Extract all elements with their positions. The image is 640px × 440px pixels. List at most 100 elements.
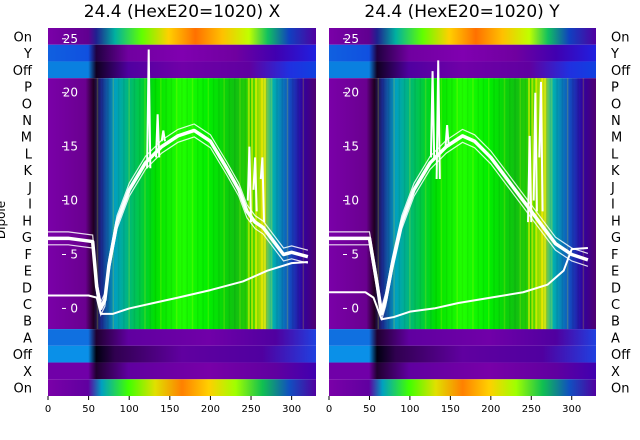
heatmap-stripe [514, 78, 516, 330]
row-label: Off [611, 348, 631, 363]
row-label: O [611, 97, 621, 112]
row-label: M [611, 131, 622, 146]
heatmap-stripe [186, 78, 188, 330]
row-label: X [611, 365, 620, 380]
heatmap-stripe [482, 78, 485, 330]
y-axis-label: Dipole [0, 201, 8, 239]
x-tick-label: 300 [282, 404, 301, 415]
x-tick-label: 0 [326, 404, 332, 415]
overlay-y-tick-label: 25 [344, 32, 359, 46]
heatmap-stripe [388, 78, 390, 330]
heatmap-stripe [582, 78, 585, 330]
heatmap-stripe [218, 78, 220, 330]
overlay-spike [538, 81, 544, 212]
heatmap-stripe [456, 78, 458, 330]
heatmap-stripe [377, 78, 380, 330]
overlay-spike [246, 146, 253, 223]
row-label: F [611, 248, 618, 263]
heatmap-stripe [228, 78, 231, 330]
heatmap-stripe [154, 78, 157, 330]
heatmap-stripe [223, 78, 225, 330]
x-tick-label: 100 [120, 404, 139, 415]
heatmap-stripe [181, 78, 183, 330]
heatmap-stripe [577, 78, 579, 330]
heatmap-stripe [265, 78, 268, 330]
row-label: P [24, 81, 32, 96]
heatmap-stripe [276, 78, 278, 330]
heatmap-band [329, 379, 596, 396]
overlay-y-tick-label: 25 [63, 32, 78, 46]
row-label: I [28, 198, 32, 213]
row-label: D [22, 281, 32, 296]
heatmap-stripe [551, 78, 553, 330]
x-tick-label: 200 [481, 404, 500, 415]
heatmap-stripe [498, 78, 501, 330]
heatmap-stripe [466, 78, 469, 330]
heatmap-hot-line [531, 78, 534, 330]
row-label: E [24, 265, 32, 280]
row-label: K [611, 164, 620, 179]
row-label: Y [23, 47, 32, 62]
row-label: G [611, 231, 621, 246]
row-label: L [611, 147, 619, 162]
heatmap-stripe [435, 78, 437, 330]
heatmap-band [48, 61, 316, 79]
heatmap-hot-line [247, 78, 250, 330]
row-label: D [611, 281, 621, 296]
x-tick-label: 150 [441, 404, 460, 415]
overlay-spike [532, 92, 538, 212]
heatmap-stripe [419, 78, 422, 330]
heatmap-stripe [430, 78, 432, 330]
overlay-y-tick-label: 15 [63, 140, 78, 154]
heatmap-band [48, 78, 316, 330]
row-label: N [22, 114, 32, 129]
heatmap-stripe [138, 78, 141, 330]
overlay-line-trace [329, 141, 589, 321]
heatmap-stripe [566, 78, 569, 330]
heatmap-stripe [191, 78, 194, 330]
heatmap-stripe [281, 78, 283, 330]
overlay-spike [435, 60, 441, 180]
row-label: C [611, 298, 620, 313]
x-tick-label: 150 [160, 404, 179, 415]
row-label: Off [13, 64, 33, 79]
heatmap-stripe [493, 78, 495, 330]
overlay-spike [160, 130, 166, 142]
heatmap-stripe [286, 78, 289, 330]
row-label: A [611, 331, 620, 346]
heatmap-band [48, 362, 316, 380]
overlay-y-tick-label: 10 [344, 194, 359, 208]
heatmap-stripe [149, 78, 152, 330]
heatmap-stripe [175, 78, 178, 330]
row-label: M [21, 131, 32, 146]
panel-x-title: 24.4 (HexE20=1020) X [84, 2, 281, 22]
heatmap-stripe [128, 78, 130, 330]
heatmap-stripe [445, 78, 448, 330]
overlay-y-tick-label: 0 [351, 301, 359, 315]
overlay-spike [429, 71, 436, 158]
heatmap-hot-line [260, 78, 263, 330]
row-label: On [611, 382, 629, 397]
row-label: B [23, 315, 32, 330]
heatmap-stripe [212, 78, 215, 330]
row-label: On [14, 382, 32, 397]
heatmap-stripe [292, 78, 294, 330]
row-label: X [23, 365, 32, 380]
heatmap-stripe [503, 78, 506, 330]
heatmap-stripe [107, 78, 109, 330]
heatmap-stripe [144, 78, 146, 330]
overlay-y-tick-label: 0 [70, 301, 78, 315]
row-label: On [14, 30, 32, 45]
heatmap-stripe [487, 78, 490, 330]
overlay-line-baseline [329, 247, 588, 321]
heatmap-hot-line [544, 78, 547, 330]
row-label: N [611, 114, 621, 129]
overlay-y-tick-label: 20 [63, 86, 78, 100]
heatmap-stripe [393, 78, 395, 330]
heatmap-stripe [270, 78, 273, 330]
overlay-line-main-envelope [48, 128, 309, 311]
heatmap-stripe [202, 78, 204, 330]
overlay-spike [146, 49, 152, 169]
